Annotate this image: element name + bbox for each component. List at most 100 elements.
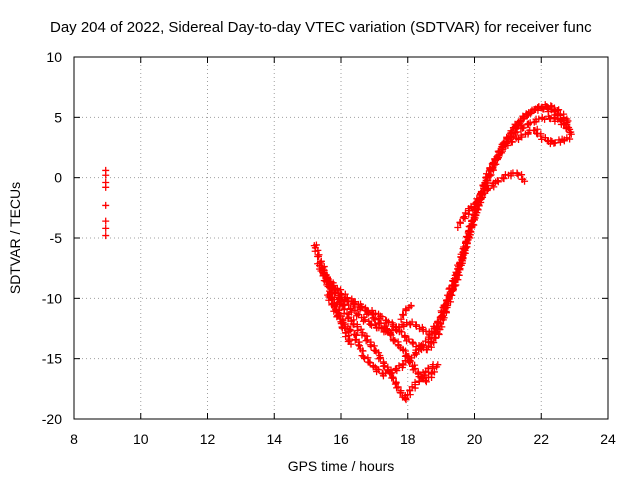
data-point-track-c: [432, 323, 440, 331]
data-point-early-cluster: [102, 232, 110, 240]
data-point-track-d: [382, 328, 390, 336]
data-point-track-b: [537, 104, 545, 112]
data-point-track-c: [438, 312, 446, 320]
data-point-track-c: [490, 159, 498, 167]
data-point-track-a: [355, 341, 363, 349]
data-point-track-b: [435, 330, 443, 338]
data-point-track-i: [537, 132, 545, 140]
data-point-track-h: [493, 177, 501, 185]
data-point-track-d: [371, 316, 379, 324]
data-point-track-b: [401, 333, 409, 341]
data-point-track-e: [434, 361, 442, 369]
data-point-track-f: [344, 332, 352, 340]
data-point-track-c: [513, 128, 521, 136]
data-point-track-g: [399, 311, 407, 319]
data-point-track-d: [387, 331, 395, 339]
y-tick-label: -10: [42, 290, 62, 306]
data-point-track-h: [499, 174, 507, 182]
data-point-track-i: [518, 133, 526, 141]
data-point-track-c: [368, 321, 376, 329]
tick-layer: 8 10 12 14 16 18 20 22 24 -20 -15 -10 -5 0 5 10: [42, 49, 616, 447]
data-point-track-e: [393, 384, 401, 392]
data-point-track-g: [407, 302, 415, 310]
y-tick-label: 0: [54, 170, 62, 186]
data-point-track-d: [323, 281, 331, 289]
data-point-track-h: [461, 209, 469, 217]
data-point-track-d: [326, 280, 334, 287]
data-point-track-b: [547, 102, 555, 110]
data-point-track-c: [408, 318, 416, 326]
x-tick-label: 18: [400, 431, 416, 447]
data-point-track-b: [530, 105, 538, 113]
data-point-track-f: [339, 319, 347, 327]
y-tick-label: -5: [50, 230, 63, 246]
data-point-track-b: [432, 333, 440, 341]
data-point-track-c: [442, 296, 450, 304]
data-point-track-e: [396, 388, 404, 396]
data-point-track-h: [472, 199, 480, 207]
x-tick-label: 8: [70, 431, 78, 447]
data-point-track-e: [354, 326, 362, 334]
data-point-track-c: [451, 271, 459, 279]
data-point-track-d: [406, 359, 414, 367]
data-point-track-c: [361, 316, 369, 324]
data-point-track-d: [414, 369, 422, 377]
data-point-track-h: [460, 213, 468, 221]
data-point-track-a: [360, 353, 368, 361]
data-point-track-h: [456, 218, 464, 226]
data-point-track-c: [470, 212, 478, 220]
data-point-track-e: [389, 374, 397, 382]
data-point-track-e: [389, 373, 397, 381]
y-tick-label: -20: [42, 411, 62, 427]
data-point-track-b: [378, 313, 386, 321]
data-point-track-c: [506, 132, 514, 140]
data-point-track-c: [493, 153, 501, 161]
data-point-track-a: [395, 362, 403, 370]
data-point-track-c: [566, 125, 574, 133]
data-point-track-c: [459, 257, 467, 265]
data-point-track-e: [411, 378, 419, 386]
data-point-track-e: [376, 354, 384, 362]
data-point-track-e: [357, 325, 365, 333]
data-point-track-d: [351, 303, 359, 311]
data-point-track-b: [520, 114, 528, 122]
data-point-track-e: [375, 355, 383, 363]
x-tick-label: 16: [333, 431, 349, 447]
data-point-track-c: [467, 228, 475, 236]
data-point-track-b: [415, 341, 423, 349]
x-axis-label: GPS time / hours: [288, 458, 395, 474]
data-point-track-e: [345, 313, 353, 321]
data-point-track-c: [462, 238, 470, 246]
data-point-track-d: [411, 365, 419, 373]
data-point-track-b: [385, 318, 393, 326]
data-point-track-a: [347, 326, 355, 334]
data-point-track-c: [355, 311, 363, 319]
data-point-early-cluster: [102, 183, 110, 191]
data-point-track-h: [484, 184, 492, 192]
data-point-track-b: [416, 343, 424, 351]
data-point-track-i: [524, 130, 532, 138]
data-point-track-h: [459, 214, 467, 222]
data-point-track-c: [440, 302, 448, 310]
data-point-track-c: [494, 154, 502, 162]
data-point-track-c: [347, 305, 355, 313]
data-point-track-a: [567, 130, 575, 138]
y-tick-label: -15: [42, 351, 62, 367]
x-tick-label: 14: [266, 431, 282, 447]
x-tick-label: 20: [467, 431, 483, 447]
y-tick-label: 5: [54, 109, 62, 125]
data-point-track-c: [474, 205, 482, 213]
chart-title: Day 204 of 2022, Sidereal Day-to-day VTE…: [50, 19, 592, 36]
data-point-track-g: [397, 315, 405, 323]
data-point-track-c: [455, 266, 463, 274]
data-point-track-d: [402, 351, 410, 359]
data-layer: [102, 101, 575, 404]
y-tick-label: 10: [46, 49, 62, 65]
data-point-track-a: [314, 252, 322, 260]
data-point-track-h: [467, 204, 475, 212]
data-point-track-i: [508, 138, 516, 146]
data-point-track-h: [513, 169, 521, 177]
data-point-track-b: [398, 328, 406, 336]
data-point-early-cluster: [102, 201, 110, 209]
